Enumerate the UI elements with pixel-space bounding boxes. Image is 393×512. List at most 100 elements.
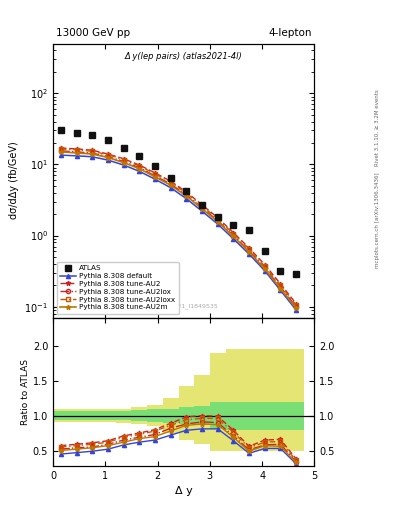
Pythia 8.308 default	[121, 162, 126, 168]
Pythia 8.308 tune-AU2	[121, 156, 126, 162]
Pythia 8.308 tune-AU2lox	[152, 173, 157, 179]
Pythia 8.308 tune-AU2loxx	[121, 157, 126, 163]
Pythia 8.308 tune-AU2lox	[90, 150, 95, 156]
Pythia 8.308 tune-AU2m	[152, 174, 157, 180]
Pythia 8.308 tune-AU2lox	[59, 148, 63, 154]
Pythia 8.308 tune-AU2lox	[278, 284, 283, 290]
Line: Pythia 8.308 default: Pythia 8.308 default	[59, 153, 298, 312]
Pythia 8.308 default	[90, 154, 95, 160]
Pythia 8.308 tune-AU2	[74, 146, 79, 152]
Pythia 8.308 default	[106, 157, 110, 163]
Y-axis label: Ratio to ATLAS: Ratio to ATLAS	[21, 359, 30, 425]
Line: Pythia 8.308 tune-AU2loxx: Pythia 8.308 tune-AU2loxx	[59, 147, 298, 307]
Line: Pythia 8.308 tune-AU2lox: Pythia 8.308 tune-AU2lox	[59, 149, 298, 309]
Pythia 8.308 tune-AU2lox	[200, 205, 204, 211]
ATLAS	[278, 268, 283, 274]
Pythia 8.308 tune-AU2	[231, 229, 236, 236]
Pythia 8.308 tune-AU2loxx	[90, 148, 95, 154]
Pythia 8.308 tune-AU2m	[168, 182, 173, 188]
Pythia 8.308 tune-AU2	[247, 245, 252, 251]
Line: Pythia 8.308 tune-AU2m: Pythia 8.308 tune-AU2m	[59, 150, 299, 310]
ATLAS	[121, 145, 126, 151]
X-axis label: Δ y: Δ y	[175, 486, 193, 496]
ATLAS	[90, 132, 95, 138]
Pythia 8.308 default	[247, 251, 252, 257]
Pythia 8.308 tune-AU2m	[106, 155, 110, 161]
Pythia 8.308 tune-AU2lox	[137, 164, 141, 170]
Pythia 8.308 tune-AU2loxx	[106, 152, 110, 158]
ATLAS	[168, 175, 173, 181]
Pythia 8.308 tune-AU2m	[137, 165, 141, 172]
Pythia 8.308 tune-AU2m	[294, 305, 298, 311]
Pythia 8.308 tune-AU2	[106, 151, 110, 157]
Pythia 8.308 default	[137, 168, 141, 175]
Pythia 8.308 tune-AU2lox	[247, 248, 252, 254]
Pythia 8.308 tune-AU2	[200, 202, 204, 208]
Pythia 8.308 default	[263, 268, 267, 274]
Pythia 8.308 tune-AU2m	[200, 206, 204, 212]
Y-axis label: dσ/dΔy (fb/GeV): dσ/dΔy (fb/GeV)	[9, 142, 19, 220]
Pythia 8.308 default	[278, 287, 283, 293]
Pythia 8.308 tune-AU2m	[247, 249, 252, 255]
Pythia 8.308 tune-AU2lox	[106, 154, 110, 160]
Pythia 8.308 tune-AU2lox	[184, 192, 189, 198]
Pythia 8.308 tune-AU2m	[59, 149, 63, 155]
ATLAS	[294, 271, 298, 277]
Pythia 8.308 default	[231, 236, 236, 242]
ATLAS	[152, 163, 157, 169]
Pythia 8.308 tune-AU2loxx	[247, 246, 252, 252]
Pythia 8.308 default	[168, 185, 173, 191]
Text: 4-lepton: 4-lepton	[268, 28, 312, 38]
Pythia 8.308 tune-AU2loxx	[74, 147, 79, 153]
Pythia 8.308 tune-AU2loxx	[215, 216, 220, 222]
Pythia 8.308 tune-AU2loxx	[152, 170, 157, 177]
Line: ATLAS: ATLAS	[58, 127, 299, 277]
Pythia 8.308 tune-AU2lox	[74, 149, 79, 155]
Pythia 8.308 tune-AU2lox	[168, 181, 173, 187]
ATLAS	[184, 188, 189, 194]
Pythia 8.308 tune-AU2m	[121, 160, 126, 166]
Text: 13000 GeV pp: 13000 GeV pp	[56, 28, 130, 38]
Pythia 8.308 tune-AU2m	[231, 233, 236, 240]
Pythia 8.308 default	[294, 307, 298, 313]
Pythia 8.308 tune-AU2lox	[121, 158, 126, 164]
Pythia 8.308 tune-AU2	[184, 189, 189, 195]
Pythia 8.308 default	[152, 176, 157, 182]
ATLAS	[200, 202, 204, 208]
Pythia 8.308 tune-AU2m	[90, 151, 95, 157]
ATLAS	[106, 137, 110, 143]
Pythia 8.308 default	[74, 153, 79, 159]
Text: Δ y(lep pairs) (atlas2021-4l): Δ y(lep pairs) (atlas2021-4l)	[125, 52, 242, 61]
Pythia 8.308 tune-AU2	[263, 262, 267, 268]
ATLAS	[59, 127, 63, 134]
Pythia 8.308 default	[200, 208, 204, 214]
Pythia 8.308 tune-AU2lox	[215, 218, 220, 224]
Pythia 8.308 tune-AU2loxx	[278, 282, 283, 288]
ATLAS	[137, 153, 141, 159]
Legend: ATLAS, Pythia 8.308 default, Pythia 8.308 tune-AU2, Pythia 8.308 tune-AU2lox, Py: ATLAS, Pythia 8.308 default, Pythia 8.30…	[57, 262, 179, 314]
ATLAS	[231, 222, 236, 228]
Pythia 8.308 default	[215, 221, 220, 227]
Pythia 8.308 tune-AU2lox	[294, 304, 298, 310]
Pythia 8.308 tune-AU2	[168, 178, 173, 184]
ATLAS	[247, 227, 252, 233]
Pythia 8.308 tune-AU2loxx	[184, 190, 189, 196]
Text: ATLAS_2021_I1849535: ATLAS_2021_I1849535	[148, 304, 219, 309]
Pythia 8.308 tune-AU2loxx	[200, 203, 204, 209]
Pythia 8.308 tune-AU2loxx	[137, 163, 141, 169]
Pythia 8.308 tune-AU2m	[184, 193, 189, 199]
ATLAS	[215, 215, 220, 221]
Pythia 8.308 tune-AU2lox	[263, 265, 267, 271]
Pythia 8.308 tune-AU2lox	[231, 232, 236, 239]
Pythia 8.308 tune-AU2loxx	[294, 302, 298, 308]
Pythia 8.308 tune-AU2m	[263, 266, 267, 272]
Pythia 8.308 tune-AU2loxx	[168, 179, 173, 185]
Pythia 8.308 default	[59, 152, 63, 158]
Text: mcplots.cern.ch [arXiv:1306.3436]: mcplots.cern.ch [arXiv:1306.3436]	[375, 173, 380, 268]
Pythia 8.308 default	[184, 196, 189, 202]
Pythia 8.308 tune-AU2m	[74, 150, 79, 156]
ATLAS	[74, 130, 79, 136]
Pythia 8.308 tune-AU2	[278, 281, 283, 287]
Pythia 8.308 tune-AU2m	[215, 219, 220, 225]
Pythia 8.308 tune-AU2	[294, 301, 298, 307]
